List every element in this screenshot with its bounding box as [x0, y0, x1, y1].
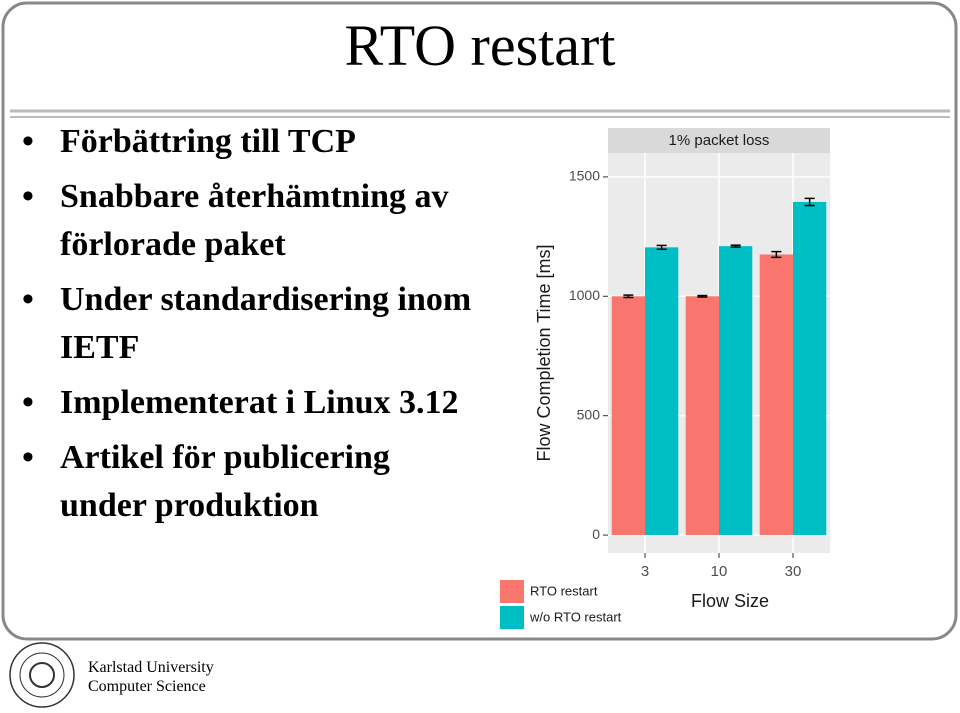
facet-strip — [608, 128, 830, 153]
x-axis-title: Flow Size — [691, 591, 769, 611]
slide-frame — [1, 1, 958, 641]
y-tick-label: 0 — [592, 526, 600, 542]
bar — [793, 201, 827, 536]
footer-line: Karlstad University — [88, 659, 214, 676]
bullet: Under standardisering inom IETF — [22, 276, 472, 372]
bullet: Förbättring till TCP — [22, 118, 472, 166]
legend-label: w/o RTO restart — [529, 609, 622, 624]
bullet: Snabbare återhämtning av förlorade paket — [22, 173, 472, 269]
x-tick-label: 30 — [785, 563, 802, 580]
x-tick-label: 10 — [711, 563, 728, 580]
bullet-list: Förbättring till TCP Snabbare återhämtnin… — [22, 118, 472, 537]
bar — [685, 296, 719, 536]
logo — [9, 642, 75, 708]
y-axis-title: Flow Completion Time [ms] — [534, 244, 554, 461]
x-tick-label: 3 — [641, 563, 649, 580]
bullet: Artikel för publicering under produktion — [22, 434, 472, 530]
bar — [645, 247, 679, 536]
footer-line: Computer Science — [88, 678, 206, 695]
y-tick-label: 1000 — [569, 287, 600, 303]
y-tick-label: 500 — [577, 406, 601, 422]
bar — [611, 296, 645, 536]
slide-title: RTO restart — [344, 13, 616, 78]
facet-label: 1% packet loss — [669, 132, 770, 149]
legend-label: RTO restart — [530, 583, 598, 598]
bar — [719, 246, 753, 536]
bar — [759, 254, 793, 536]
y-tick-label: 1500 — [569, 168, 600, 184]
footer: Karlstad University Computer Science — [88, 658, 214, 696]
bullet: Implementerat i Linux 3.12 — [22, 379, 472, 427]
legend-swatch — [500, 606, 524, 629]
legend-swatch — [500, 580, 524, 603]
